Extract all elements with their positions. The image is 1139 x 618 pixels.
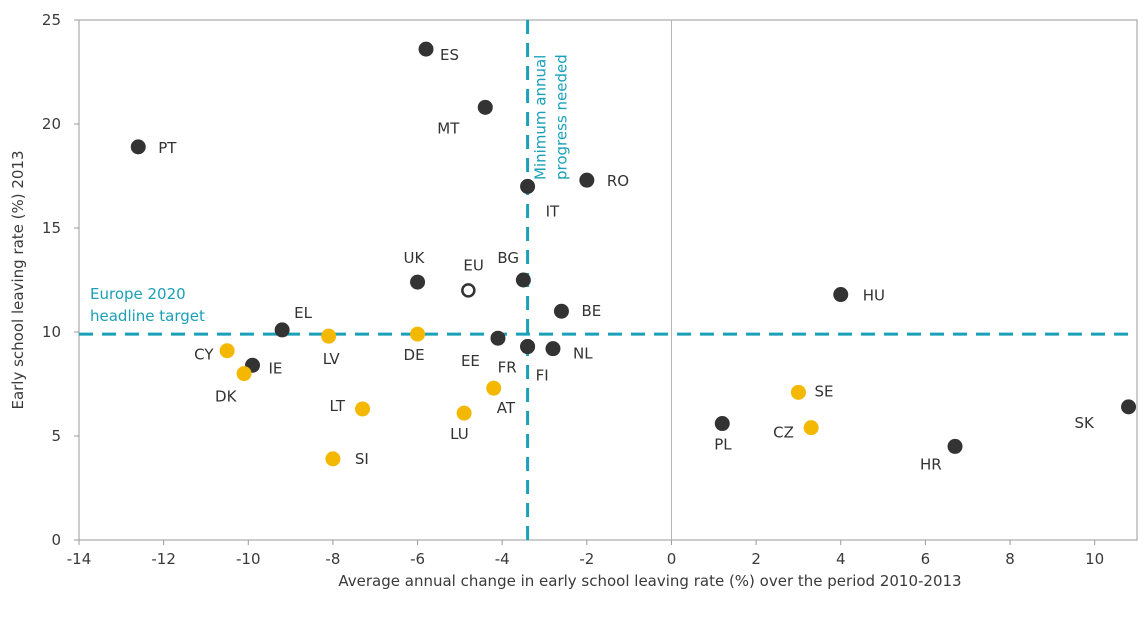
point-label-it: IT xyxy=(546,202,560,220)
point-label-de: DE xyxy=(404,346,425,364)
point-de xyxy=(410,326,426,342)
point-hr xyxy=(947,438,963,454)
x-axis-title: Average annual change in early school le… xyxy=(338,572,961,590)
x-tick-label: -2 xyxy=(579,550,594,568)
point-label-eu: EU xyxy=(463,256,483,274)
point-it xyxy=(520,178,536,194)
point-label-el: EL xyxy=(294,304,312,322)
point-eu xyxy=(461,283,476,298)
point-label-mt: MT xyxy=(437,119,460,137)
x-tick-label: 8 xyxy=(1005,550,1015,568)
point-label-ee: EE xyxy=(461,352,480,370)
point-pt xyxy=(130,139,146,155)
point-label-at: AT xyxy=(497,399,516,417)
point-es xyxy=(418,41,434,57)
y-tick-label: 15 xyxy=(42,219,61,237)
y-tick-label: 5 xyxy=(51,427,61,445)
point-lu xyxy=(456,405,472,421)
point-label-fr: FR xyxy=(498,359,517,377)
point-label-be: BE xyxy=(581,302,601,320)
point-pl xyxy=(714,416,730,432)
point-label-pt: PT xyxy=(158,139,177,157)
point-label-se: SE xyxy=(814,382,833,400)
x-tick-label: 0 xyxy=(667,550,677,568)
point-label-lt: LT xyxy=(330,397,346,415)
point-dk xyxy=(236,366,252,382)
point-label-uk: UK xyxy=(404,249,426,267)
x-tick-label: 6 xyxy=(921,550,931,568)
point-label-si: SI xyxy=(355,450,369,468)
y-tick-label: 10 xyxy=(42,323,61,341)
point-label-lu: LU xyxy=(450,425,469,443)
x-tick-label: 4 xyxy=(836,550,846,568)
progress-line-label: progress needed xyxy=(553,54,571,180)
point-label-fi: FI xyxy=(536,367,549,385)
point-cy xyxy=(219,343,235,359)
point-label-cy: CY xyxy=(194,346,214,364)
y-tick-label: 25 xyxy=(42,11,61,29)
x-tick-label: -14 xyxy=(67,550,92,568)
point-label-sk: SK xyxy=(1075,414,1096,432)
point-be xyxy=(553,303,569,319)
point-lv xyxy=(321,328,337,344)
point-hu xyxy=(833,287,849,303)
point-label-bg: BG xyxy=(497,249,519,267)
point-bg xyxy=(515,272,531,288)
point-at xyxy=(486,380,502,396)
point-fi xyxy=(520,339,536,355)
x-tick-label: -6 xyxy=(410,550,425,568)
point-label-ro: RO xyxy=(607,172,629,190)
progress-line-label: Minimum annual xyxy=(532,55,550,180)
data-points xyxy=(130,41,1137,467)
point-lt xyxy=(355,401,371,417)
point-label-pl: PL xyxy=(714,436,732,454)
y-tick-label: 20 xyxy=(42,115,61,133)
point-label-nl: NL xyxy=(573,345,593,363)
point-label-ie: IE xyxy=(269,359,283,377)
x-tick-label: -8 xyxy=(325,550,340,568)
point-ee xyxy=(490,330,506,346)
data-point-labels: ES MT PT IT RO UK BG EU BE EL DE LV EE FR NL FI CY IE DK AT… xyxy=(158,46,1095,473)
point-mt xyxy=(477,99,493,115)
x-tick-label: 10 xyxy=(1085,550,1104,568)
point-uk xyxy=(410,274,426,290)
point-label-hu: HU xyxy=(863,287,885,305)
reference-lines: Europe 2020 headline target Minimum annual… xyxy=(79,20,1137,540)
plot-area xyxy=(78,19,1138,541)
y-axis-title: Early school leaving rate (%) 2013 xyxy=(9,150,27,409)
point-label-hr: HR xyxy=(920,455,942,473)
target-line-label: headline target xyxy=(90,307,205,325)
point-sk xyxy=(1121,399,1137,415)
x-axis-ticks: -14 -12 -10 -8 -6 -4 -2 0 2 4 6 8 10 xyxy=(67,540,1104,568)
point-label-dk: DK xyxy=(215,388,238,406)
point-label-es: ES xyxy=(440,46,459,64)
x-tick-label: -12 xyxy=(151,550,176,568)
point-label-cz: CZ xyxy=(773,424,794,442)
point-nl xyxy=(545,341,561,357)
point-si xyxy=(325,451,341,467)
y-tick-label: 0 xyxy=(51,531,61,549)
point-cz xyxy=(803,420,819,436)
y-axis-ticks: 0 5 10 15 20 25 xyxy=(42,11,79,549)
x-tick-label: 2 xyxy=(751,550,761,568)
target-line-label: Europe 2020 xyxy=(90,285,186,303)
point-ro xyxy=(579,172,595,188)
point-label-lv: LV xyxy=(323,350,341,368)
point-el xyxy=(274,322,290,338)
x-tick-label: -10 xyxy=(236,550,261,568)
point-se xyxy=(790,384,806,400)
x-tick-label: -4 xyxy=(495,550,510,568)
